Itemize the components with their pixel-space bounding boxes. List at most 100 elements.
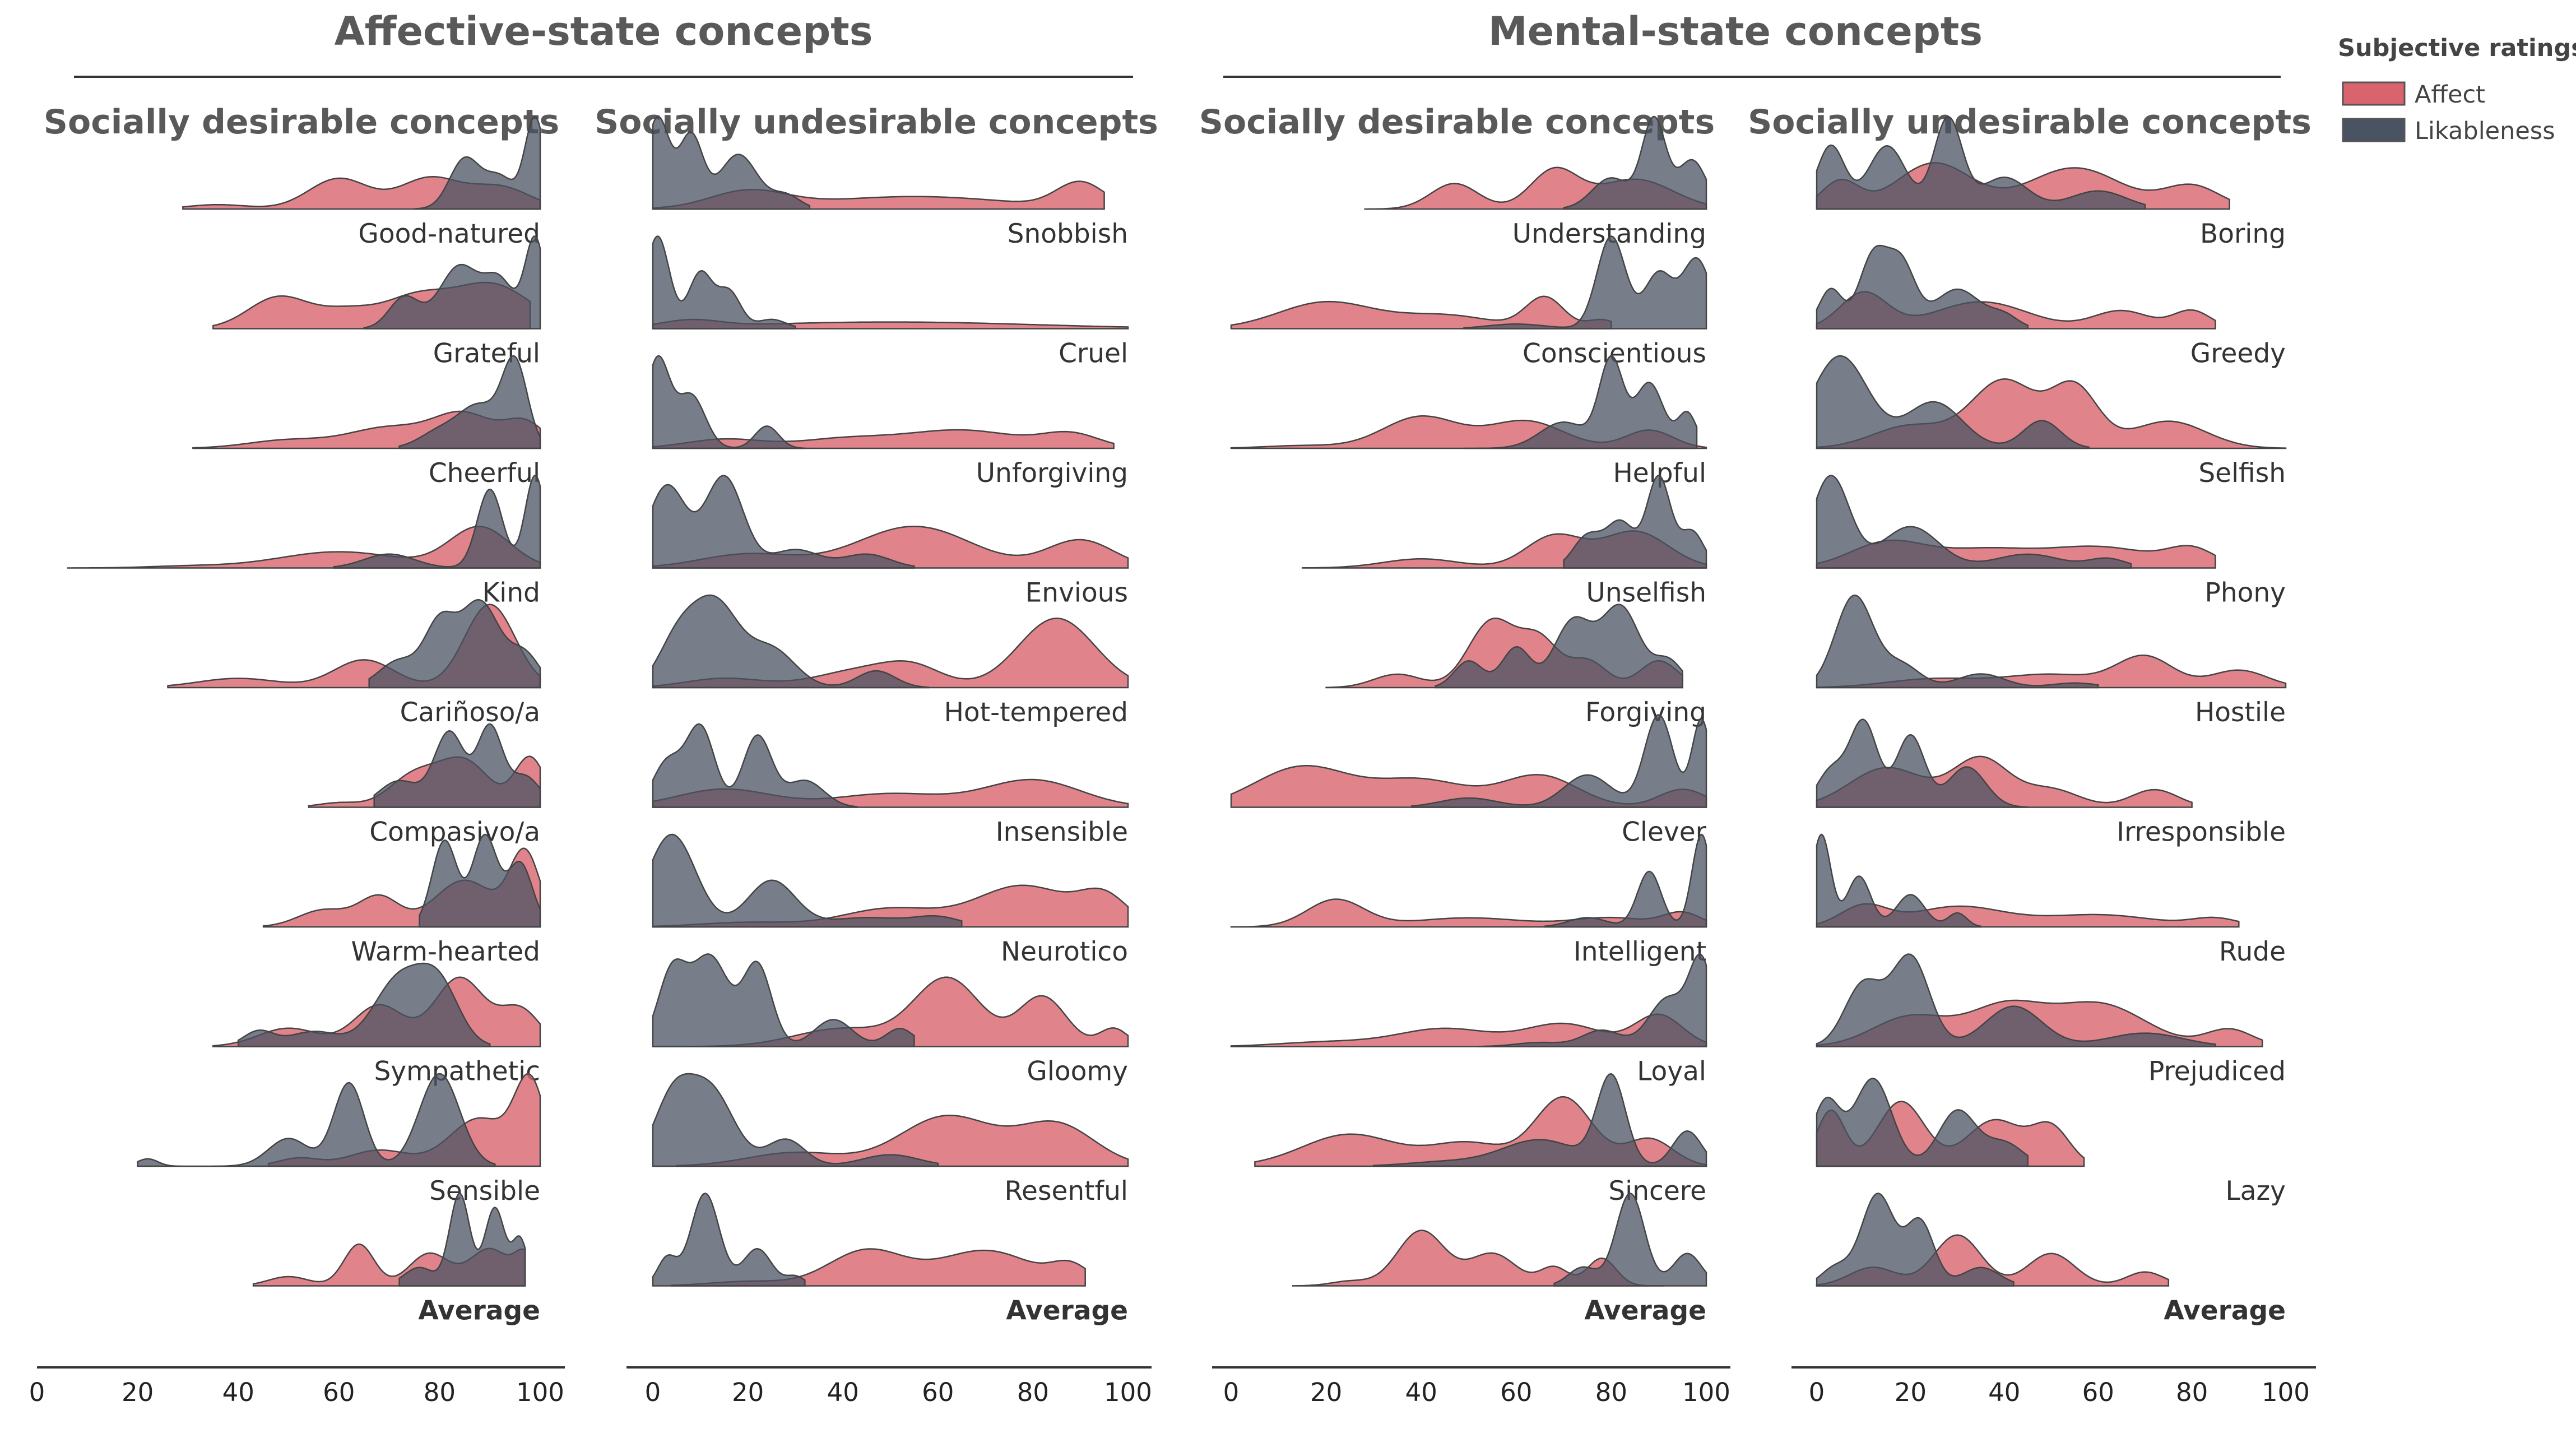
row-label: Compasivo/a <box>369 817 540 848</box>
row-label: Sincere <box>1608 1176 1706 1207</box>
ridge-likableness <box>652 115 811 210</box>
ridge-likableness <box>1463 235 1707 330</box>
ridge-likableness <box>419 833 541 928</box>
ridge-likableness <box>333 475 541 569</box>
ridge-likableness <box>1464 355 1698 449</box>
panel-title-affective-desirable: Socially desirable concepts <box>44 103 559 142</box>
ridge-row: Unselfish <box>1301 475 1707 609</box>
row-label: Unforgiving <box>976 458 1128 489</box>
ridge-row: Sincere <box>1254 1073 1707 1207</box>
x-tick-label: 40 <box>1405 1377 1437 1407</box>
x-tick-label: 60 <box>922 1377 954 1407</box>
x-tick-label: 0 <box>1809 1377 1825 1407</box>
ridge-likableness <box>1816 1078 2029 1167</box>
x-tick-label: 40 <box>1988 1377 2020 1407</box>
ridge-row: Snobbish <box>652 115 1128 249</box>
ridge-likableness <box>652 1193 806 1287</box>
x-tick-label: 0 <box>645 1377 661 1407</box>
x-tick-label: 20 <box>122 1377 154 1407</box>
ridge-row: Cariñoso/a <box>167 599 541 728</box>
x-tick-label: 100 <box>1682 1377 1730 1407</box>
row-label: Gloomy <box>1027 1056 1128 1087</box>
row-label: Neurotico <box>1001 936 1128 967</box>
ridge-likableness <box>1816 355 2090 449</box>
row-label: Loyal <box>1637 1056 1706 1087</box>
ridge-likableness <box>652 1073 939 1167</box>
row-label: Warm-hearted <box>351 936 540 967</box>
ridge-row: Cruel <box>652 235 1129 369</box>
ridge-likableness <box>1477 953 1707 1047</box>
ridge-likableness <box>1816 594 2099 689</box>
ridge-likableness <box>652 833 963 928</box>
ridge-row: Helpful <box>1230 355 1707 489</box>
ridge-panel-0-1: Snobbish Cruel Unforgiving Envious Hot-tempe… <box>626 115 1152 1407</box>
x-tick-label: 40 <box>827 1377 859 1407</box>
ridge-likableness <box>363 235 541 330</box>
ridge-row: Irresponsible <box>1816 718 2286 848</box>
ridge-row: Clever <box>1230 714 1707 848</box>
ridge-likableness <box>1816 718 2029 808</box>
x-tick-label: 40 <box>222 1377 254 1407</box>
x-tick-label: 20 <box>1310 1377 1342 1407</box>
ridge-row: Cheerful <box>192 355 541 489</box>
ridge-likableness <box>237 962 491 1047</box>
ridge-likableness <box>1816 244 2029 330</box>
ridge-panel-0-0: Good-natured Grateful Cheerful Kind Cariñoso… <box>29 115 565 1407</box>
x-tick-label: 80 <box>424 1377 456 1407</box>
ridge-row: Good-natured <box>182 115 541 249</box>
ridge-likableness <box>1544 833 1707 928</box>
ridge-row: Boring <box>1816 115 2286 249</box>
ridge-likableness <box>414 115 541 210</box>
ridge-likableness <box>368 599 541 689</box>
ridge-likableness <box>1563 115 1707 210</box>
ridge-row: Prejudiced <box>1816 953 2286 1087</box>
ridge-affect <box>1230 295 1612 330</box>
panel-title-affective-undesirable: Socially undesirable concepts <box>595 103 1158 142</box>
ridge-row: Conscientious <box>1230 235 1707 369</box>
ridge-row: Insensible <box>652 723 1129 848</box>
ridge-likableness <box>652 594 930 689</box>
ridge-likableness <box>373 723 541 808</box>
ridge-likableness <box>1816 1193 2015 1287</box>
row-label: Greedy <box>2190 338 2286 369</box>
legend-label-affect: Affect <box>2415 81 2485 109</box>
ridge-row: Warm-hearted <box>262 833 541 967</box>
ridge-likableness <box>137 1073 496 1167</box>
ridge-row: Loyal <box>1230 953 1707 1087</box>
row-label: Rude <box>2219 936 2286 967</box>
ridge-row: Hot-tempered <box>652 594 1129 728</box>
x-tick-label: 80 <box>1017 1377 1049 1407</box>
ridge-row: Envious <box>652 475 1129 609</box>
ridge-likableness <box>1816 475 2132 569</box>
ridge-affect <box>67 526 541 569</box>
ridge-likableness <box>1435 604 1683 689</box>
legend-swatch-affect <box>2342 81 2406 106</box>
ridge-likableness <box>652 723 858 808</box>
ridge-row: Compasivo/a <box>308 723 541 848</box>
ridge-row: Resentful <box>652 1073 1129 1207</box>
row-label: Sympathetic <box>374 1056 540 1087</box>
row-label: Prejudiced <box>2148 1056 2286 1087</box>
ridge-row: Selfish <box>1816 355 2287 489</box>
ridge-likableness <box>398 1193 526 1287</box>
panel-title-mental-desirable: Socially desirable concepts <box>1199 103 1715 142</box>
x-tick-label: 80 <box>2176 1377 2208 1407</box>
row-label: Good-natured <box>358 219 540 249</box>
x-tick-label: 60 <box>323 1377 355 1407</box>
row-label: Average <box>2164 1296 2286 1326</box>
ridge-likableness <box>1816 953 2216 1047</box>
x-tick-label: 100 <box>1104 1377 1152 1407</box>
panel-title-mental-undesirable: Socially undesirable concepts <box>1748 103 2312 142</box>
row-label: Cariñoso/a <box>400 697 540 728</box>
ridge-likableness <box>1563 475 1707 569</box>
legend-label-likableness: Likableness <box>2415 117 2555 145</box>
ridge-panels: Good-natured Grateful Cheerful Kind Cariñoso… <box>29 115 2316 1407</box>
ridge-likableness <box>1373 1073 1707 1167</box>
ridge-row: Rude <box>1816 833 2286 967</box>
ridge-row: Understanding <box>1364 115 1707 249</box>
ridge-row: Average <box>1292 1193 1707 1326</box>
ridge-row: Greedy <box>1816 244 2286 369</box>
ridge-row: Kind <box>67 475 541 609</box>
row-label: Average <box>418 1296 540 1326</box>
ridge-row: Grateful <box>212 235 541 369</box>
